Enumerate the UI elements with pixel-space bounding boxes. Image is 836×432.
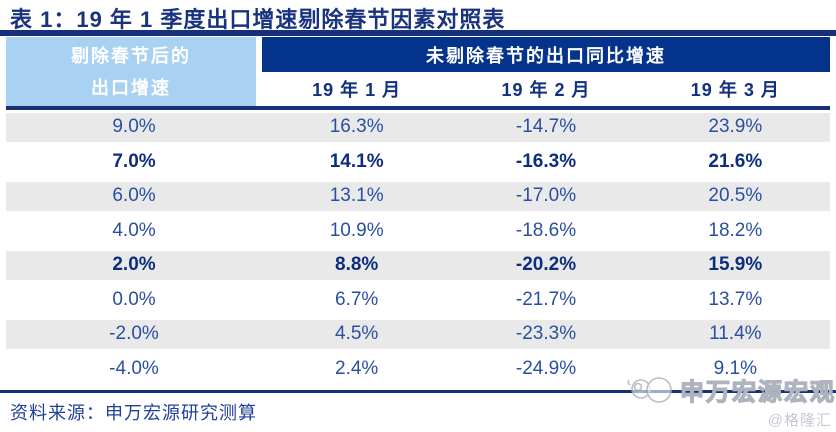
left-header-line2: 出口增速 bbox=[91, 77, 171, 98]
table-title: 表 1：19 年 1 季度出口增速剔除春节因素对照表 bbox=[10, 7, 506, 32]
export-growth-table: 剔除春节后的 出口增速 未剔除春节的出口同比增速 19 年 1 月 19 年 2… bbox=[6, 37, 830, 386]
table-cell: 9.0% bbox=[112, 116, 156, 138]
table-cell: -14.7% bbox=[515, 116, 577, 138]
table-cell: 14.1% bbox=[329, 150, 384, 172]
table-cell: 10.9% bbox=[329, 219, 384, 241]
column-header-feb: 19 年 2 月 bbox=[501, 80, 591, 100]
table-cell: 2.4% bbox=[335, 357, 379, 379]
table-cell: -23.3% bbox=[515, 323, 577, 345]
table-cell: -21.7% bbox=[515, 288, 577, 310]
table-cell: -2.0% bbox=[109, 323, 159, 345]
table-cell: 11.4% bbox=[709, 323, 762, 345]
table-cell: 16.3% bbox=[329, 116, 384, 138]
swhy-logo-icon bbox=[627, 377, 672, 403]
watermark-handle: @格隆汇 bbox=[767, 412, 832, 429]
table-cell: -16.3% bbox=[515, 150, 577, 172]
table-cell: 7.0% bbox=[112, 150, 156, 172]
table-cell: 8.8% bbox=[335, 254, 379, 276]
table-rows: 9.0% 16.3% -14.7% 23.9% 7.0% 14.1% -16.3% 21.6%… bbox=[6, 110, 830, 386]
table-cell: 4.0% bbox=[112, 219, 156, 241]
table-cell: -24.9% bbox=[515, 357, 577, 379]
table-cell: 23.9% bbox=[708, 116, 763, 138]
right-header-group: 未剔除春节的出口同比增速 19 年 1 月 19 年 2 月 19 年 3 月 bbox=[262, 37, 830, 106]
table-row: 4.0% 10.9% -18.6% 18.2% bbox=[6, 214, 830, 249]
column-header-jan: 19 年 1 月 bbox=[312, 80, 402, 100]
table-cell: 0.0% bbox=[112, 288, 156, 310]
table-cell: -20.2% bbox=[515, 254, 577, 276]
table-cell: -18.6% bbox=[515, 219, 577, 241]
watermark: 申万宏源宏观 @格隆汇 bbox=[626, 371, 836, 430]
table-header: 剔除春节后的 出口增速 未剔除春节的出口同比增速 19 年 1 月 19 年 2… bbox=[6, 37, 830, 106]
sub-header-row: 19 年 1 月 19 年 2 月 19 年 3 月 bbox=[262, 72, 830, 106]
table-cell: 21.6% bbox=[708, 150, 763, 172]
table-cell: 6.0% bbox=[112, 185, 156, 207]
left-header-cell: 剔除春节后的 出口增速 bbox=[6, 37, 256, 106]
table-row: -4.0% 2.4% -24.9% 9.1% bbox=[6, 352, 830, 387]
table-row: 2.0% 8.8% -20.2% 15.9% bbox=[6, 248, 830, 283]
table-row: -2.0% 4.5% -23.3% 11.4% bbox=[6, 317, 830, 352]
table-row: 7.0% 14.1% -16.3% 21.6% bbox=[6, 145, 830, 180]
column-header-mar: 19 年 3 月 bbox=[690, 80, 780, 100]
table-cell: 4.5% bbox=[335, 323, 379, 345]
title-divider bbox=[0, 30, 836, 36]
table-row: 6.0% 13.1% -17.0% 20.5% bbox=[6, 179, 830, 214]
group-header-cell: 未剔除春节的出口同比增速 bbox=[262, 37, 830, 72]
table-cell: 18.2% bbox=[708, 219, 763, 241]
table-cell: 13.7% bbox=[708, 288, 763, 310]
table-cell: 6.7% bbox=[335, 288, 379, 310]
table-cell: 13.1% bbox=[329, 185, 384, 207]
table-bottom-rule bbox=[0, 390, 836, 393]
table-cell: -4.0% bbox=[109, 357, 159, 379]
table-cell: 15.9% bbox=[708, 254, 763, 276]
table-row: 0.0% 6.7% -21.7% 13.7% bbox=[6, 283, 830, 318]
table-cell: 20.5% bbox=[708, 185, 763, 207]
watermark-brand: 申万宏源宏观 bbox=[679, 378, 836, 406]
table-cell: -17.0% bbox=[515, 185, 577, 207]
header-divider bbox=[6, 106, 830, 110]
watermark-row: 申万宏源宏观 bbox=[626, 371, 836, 407]
table-cell: 9.1% bbox=[713, 357, 757, 379]
table-row: 9.0% 16.3% -14.7% 23.9% bbox=[6, 110, 830, 145]
table-cell: 2.0% bbox=[112, 254, 156, 276]
source-note: 资料来源：申万宏源研究测算 bbox=[10, 403, 257, 423]
left-header-line1: 剔除春节后的 bbox=[71, 45, 191, 66]
